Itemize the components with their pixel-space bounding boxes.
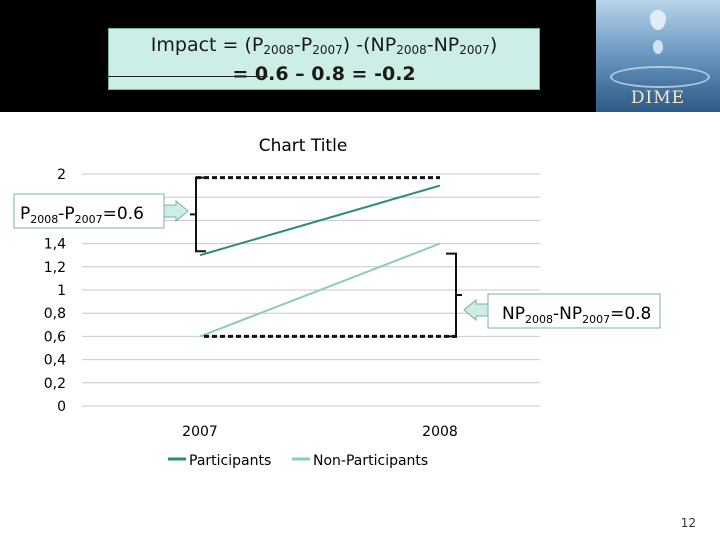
legend-label: Non-Participants: [313, 453, 428, 469]
np-diff-label: NP2008-NP2007=0.8: [502, 304, 651, 326]
x-tick-label: 2008: [422, 424, 458, 440]
y-tick-label: 0,8: [44, 306, 66, 322]
chart-title: Chart Title: [258, 136, 348, 156]
p-diff-bracket: [195, 176, 206, 253]
y-tick-label: 1: [57, 283, 66, 299]
logo-text: DIME: [630, 88, 686, 108]
np-diff-arrow-icon: [463, 298, 489, 322]
y-tick-label: 0,6: [44, 329, 66, 345]
formula-line-2: = 0.6 – 0.8 = -0.2: [232, 63, 416, 85]
y-tick-label: 0,2: [44, 376, 66, 392]
p-diff-label: P2008-P2007=0.6: [20, 204, 144, 226]
series-line: [199, 242, 441, 338]
y-tick-label: 0,4: [44, 353, 66, 369]
np-diff-callout-box: [487, 293, 661, 329]
p-diff-callout-box: [13, 193, 165, 229]
formula-divider: [108, 76, 268, 77]
legend-label: Participants: [189, 453, 271, 469]
dime-logo: DIME: [596, 0, 720, 112]
water-drop-icon: [650, 10, 666, 30]
page-number: 12: [680, 516, 696, 530]
impact-formula-box: Impact = (P2008-P2007) -(NP2008-NP2007) …: [108, 28, 540, 90]
series-line: [199, 184, 441, 257]
formula-line-1: Impact = (P2008-P2007) -(NP2008-NP2007): [150, 34, 498, 57]
y-tick-label: 0: [57, 399, 66, 415]
y-tick-label: 1,2: [44, 260, 66, 276]
y-tick-label: 2: [57, 167, 66, 183]
p-diff-arrow-icon: [163, 199, 189, 223]
x-tick-label: 2007: [182, 424, 218, 440]
ripple-icon: [610, 66, 710, 88]
np-diff-bracket: [446, 252, 457, 338]
water-drop-icon: [653, 40, 663, 54]
y-tick-label: 1,4: [44, 237, 66, 253]
